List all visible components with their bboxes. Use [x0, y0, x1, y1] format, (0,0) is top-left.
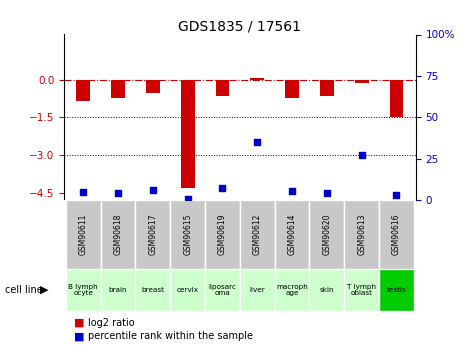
Text: ▶: ▶	[40, 285, 49, 295]
Point	[218, 185, 226, 190]
Point	[149, 187, 157, 193]
Text: liver: liver	[249, 287, 265, 293]
Bar	[170, 200, 205, 269]
Text: GSM90614: GSM90614	[287, 214, 296, 255]
Text: GSM90613: GSM90613	[357, 214, 366, 255]
Text: GSM90615: GSM90615	[183, 214, 192, 255]
Bar	[344, 269, 379, 310]
Bar	[66, 269, 101, 310]
Text: liposarc
oma: liposarc oma	[209, 284, 237, 296]
Text: testis: testis	[387, 287, 406, 293]
Bar	[310, 269, 344, 310]
Bar	[379, 200, 414, 269]
Point	[114, 191, 122, 196]
Bar	[240, 200, 275, 269]
Text: skin: skin	[320, 287, 334, 293]
Text: GSM90616: GSM90616	[392, 214, 401, 255]
Text: B lymph
ocyte: B lymph ocyte	[68, 284, 98, 296]
Bar	[76, 80, 90, 101]
Bar	[390, 80, 403, 117]
Bar	[275, 200, 310, 269]
Text: percentile rank within the sample: percentile rank within the sample	[88, 332, 253, 341]
Bar	[240, 269, 275, 310]
Bar	[101, 269, 135, 310]
Text: GSM90620: GSM90620	[323, 214, 332, 255]
Text: ■: ■	[74, 332, 84, 341]
Point	[323, 190, 331, 195]
Text: cervix: cervix	[177, 287, 199, 293]
Bar	[111, 80, 125, 98]
Bar	[355, 80, 369, 83]
Text: GSM90617: GSM90617	[148, 214, 157, 255]
Text: macroph
age: macroph age	[276, 284, 308, 296]
Text: breast: breast	[142, 287, 164, 293]
Title: GDS1835 / 17561: GDS1835 / 17561	[179, 19, 301, 33]
Text: T lymph
oblast: T lymph oblast	[347, 284, 376, 296]
Text: log2 ratio: log2 ratio	[88, 318, 134, 327]
Bar	[344, 200, 379, 269]
Point	[254, 139, 261, 145]
Point	[393, 193, 400, 198]
Bar	[101, 200, 135, 269]
Text: GSM90611: GSM90611	[79, 214, 88, 255]
Bar	[135, 200, 170, 269]
Bar	[250, 78, 264, 80]
Point	[184, 197, 191, 202]
Text: cell line: cell line	[5, 285, 42, 295]
Bar	[66, 200, 101, 269]
Text: GSM90619: GSM90619	[218, 214, 227, 255]
Text: brain: brain	[109, 287, 127, 293]
Point	[288, 188, 296, 194]
Bar	[146, 80, 160, 93]
Bar	[180, 80, 195, 188]
Bar	[285, 80, 299, 98]
Bar	[170, 269, 205, 310]
Bar	[320, 80, 334, 96]
Bar	[205, 269, 240, 310]
Point	[79, 189, 87, 195]
Bar	[205, 200, 240, 269]
Text: ■: ■	[74, 318, 84, 327]
Bar	[379, 269, 414, 310]
Bar	[216, 80, 229, 96]
Point	[358, 152, 365, 158]
Bar	[310, 200, 344, 269]
Text: GSM90618: GSM90618	[114, 214, 123, 255]
Bar	[135, 269, 170, 310]
Bar	[275, 269, 310, 310]
Text: GSM90612: GSM90612	[253, 214, 262, 255]
